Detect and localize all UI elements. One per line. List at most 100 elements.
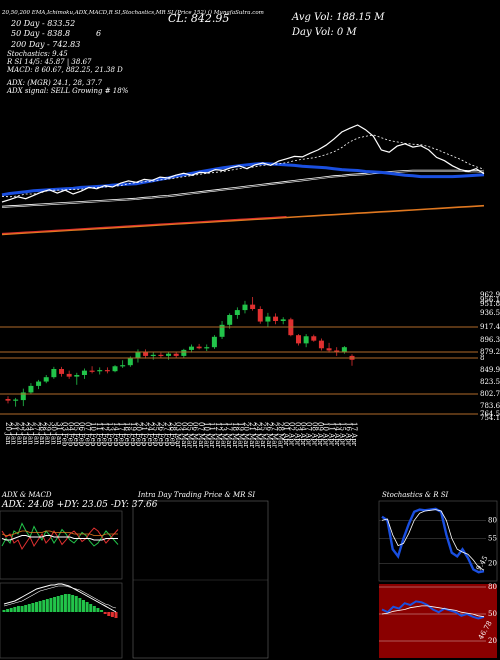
macd-histogram-bar <box>96 608 100 612</box>
date-tick-label: 28 Feb <box>169 422 177 447</box>
rsi-scale-label: 80 <box>488 583 497 591</box>
date-tick-label: 19 Mar <box>237 422 245 448</box>
macd-histogram-bar <box>49 598 53 612</box>
date-tick-label: 13 Mar <box>220 422 228 448</box>
date-tick-label: 12 Mar <box>214 422 222 448</box>
header-indicators-line: 20,50,200 EMA,Ichimoku,ADX,MACD,R SI,Sto… <box>2 10 264 16</box>
stochastics-panel <box>378 500 498 582</box>
date-tick-label: 20 Feb <box>135 422 143 447</box>
candle-body <box>227 315 233 325</box>
date-tick-label: 06 Mar <box>191 422 199 448</box>
candle-body <box>59 369 65 374</box>
date-tick-label: 24 Jan <box>27 422 35 445</box>
date-tick-label: 17 Feb <box>117 422 125 447</box>
stoch-scale-label: 80 <box>488 516 497 524</box>
ema50-label: 50 Day - 838.8 <box>11 29 71 38</box>
price-level-label: 896.32 <box>480 336 500 344</box>
candle-body <box>181 349 187 356</box>
candle-body <box>242 304 248 311</box>
close-line <box>1 124 485 203</box>
date-tick-label: 02 Apr <box>288 422 296 447</box>
date-tick-label: 09 Apr <box>316 422 324 447</box>
ema50-extra-label: 6 <box>96 29 102 38</box>
candle-body <box>36 381 42 386</box>
stoch-scale-label: 55 <box>488 534 497 542</box>
candle-body <box>196 346 202 349</box>
date-tick-label: 22 Jan <box>15 422 23 445</box>
avg-vol-label: Avg Vol: 188.15 M <box>292 12 385 23</box>
date-tick-label: 13 Feb <box>106 422 114 447</box>
date-tick-label: 27 Mar <box>271 422 279 448</box>
stoch-rsi-title: Stochastics & R SI <box>382 491 449 499</box>
price-level-label: 956.15 <box>480 296 500 304</box>
minus-di-line <box>1 527 119 551</box>
candle-body <box>211 336 217 348</box>
rsi-panel <box>379 584 497 658</box>
stoch-d-line <box>381 509 485 571</box>
candlestick-area <box>5 297 355 407</box>
price-level-label: 849.96 <box>480 366 500 374</box>
rsi-scale-label: 50 <box>488 610 497 618</box>
candle-body <box>295 335 301 344</box>
ema200-label: 200 Day - 742.83 <box>11 40 81 49</box>
date-tick-label: 20 Jan <box>4 422 12 445</box>
rsi-line <box>381 600 485 620</box>
date-tick-label: 18 Feb <box>123 422 131 447</box>
candle-body <box>120 365 126 367</box>
macd-histogram-bar <box>63 594 67 612</box>
candle-body <box>219 324 225 337</box>
candle-body <box>104 370 110 372</box>
candle-body <box>97 370 103 372</box>
candle-body <box>234 310 240 315</box>
date-tick-label: 10 Apr <box>322 422 330 447</box>
rsi-scale-label: 20 <box>488 637 497 645</box>
adx-label: ADX: (MGR) 24.1, 28, 37.7 <box>7 79 102 87</box>
macd-histogram-bar <box>92 606 96 612</box>
date-tick-label: 07 Feb <box>83 422 91 447</box>
candle-body <box>43 377 49 382</box>
macd-histogram-bar <box>20 606 24 612</box>
date-tick-label: 08 Apr <box>310 422 318 447</box>
date-tick-label: 11 Mar <box>208 422 216 448</box>
date-tick-label: 17 Apr <box>350 422 358 447</box>
day-vol-label: Day Vol: 0 M <box>292 27 357 38</box>
ema200-line <box>1 204 485 236</box>
macd-histogram-bar <box>53 597 57 612</box>
candle-body <box>188 346 194 350</box>
date-tick-label: 04 Apr <box>299 422 307 447</box>
date-tick-label: 20 Mar <box>242 422 250 448</box>
candle-body <box>66 373 72 377</box>
candle-body <box>311 336 317 341</box>
price-level-label: 764.53 <box>480 410 500 418</box>
macd-histogram-bar <box>107 612 111 616</box>
candle-body <box>20 392 26 401</box>
ema20-label: 20 Day - 833.52 <box>11 19 76 28</box>
price-level-label: 823.57 <box>480 378 500 386</box>
candle-body <box>326 348 332 351</box>
adx-orange-line <box>1 530 118 536</box>
macd-line <box>3 583 117 613</box>
date-tick-label: 10 Feb <box>89 422 97 447</box>
candle-body <box>143 352 149 356</box>
price-level-label: 936.55 <box>480 309 500 317</box>
price-level-label: 8 <box>480 354 484 362</box>
date-tick-label: 27 Feb <box>163 422 171 447</box>
date-tick-label: 07 Mar <box>197 422 205 448</box>
macd-histogram-bar <box>9 608 13 612</box>
date-tick-label: 04 Mar <box>180 422 188 448</box>
candle-body <box>135 352 141 359</box>
price-level-label: 917.44 <box>480 323 500 331</box>
macd-histogram-bar <box>89 604 93 612</box>
adx-values: ADX: 24.08 +DY: 23.05 -DY: 37.66 <box>2 500 158 510</box>
adx-macd-title: ADX & MACD <box>2 491 52 499</box>
candle-body <box>250 304 256 309</box>
macd-histogram-bar <box>114 612 118 618</box>
date-tick-label: 03 Mar <box>174 422 182 448</box>
candle-body <box>28 385 34 393</box>
date-tick-label: 12 Feb <box>100 422 108 447</box>
candle-body <box>74 375 80 377</box>
close-label: CL: 842.95 <box>168 12 230 25</box>
ema-area <box>1 124 485 236</box>
candle-body <box>5 399 11 401</box>
